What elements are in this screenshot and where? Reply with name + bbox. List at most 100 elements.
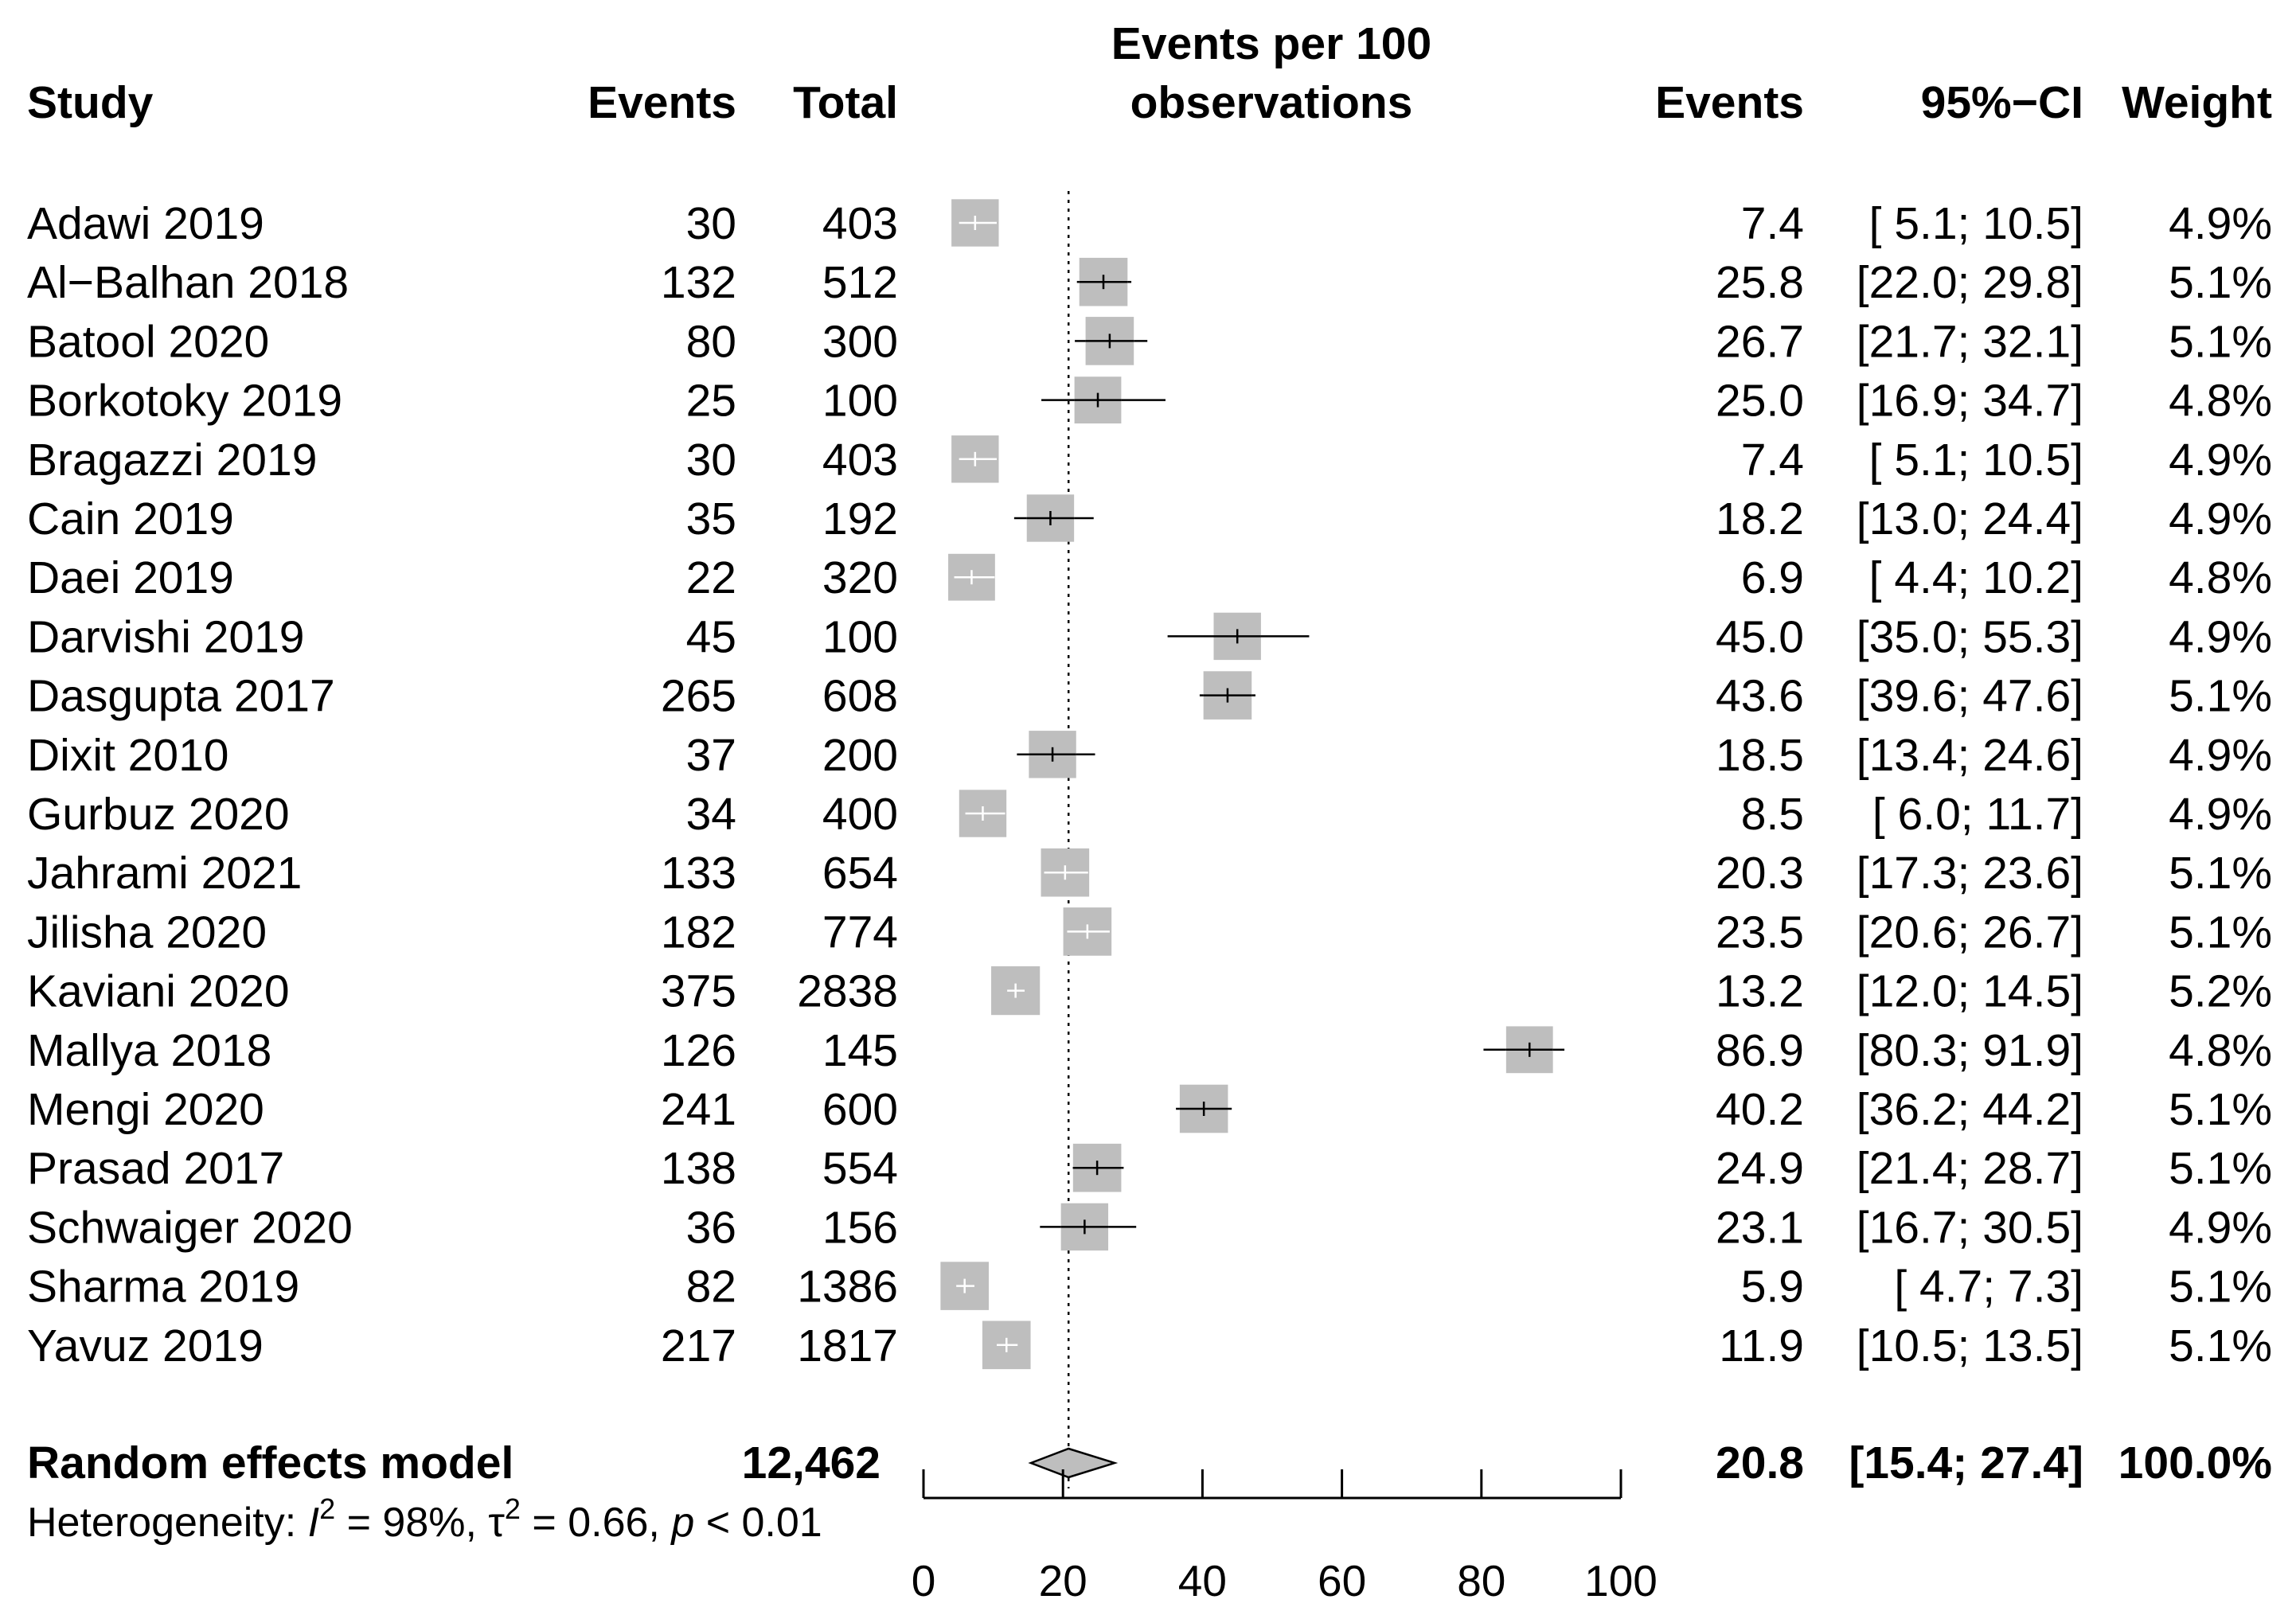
study-name: Cain 2019 (27, 493, 234, 544)
header-plot-line1: Events per 100 (1111, 18, 1431, 69)
study-row: Dasgupta 2017 265 608 43.6 [39.6; 47.6] 5.1% (27, 671, 2272, 722)
study-name: Mallya 2018 (27, 1025, 271, 1076)
study-name: Sharma 2019 (27, 1262, 299, 1313)
summary-weight: 100.0% (2118, 1438, 2272, 1488)
study-estimate: 20.3 (1716, 848, 1804, 899)
study-row: Al−Balhan 2018 132 512 25.8 [22.0; 29.8] 5.1% (27, 257, 2272, 308)
study-weight: 5.1% (2169, 1320, 2272, 1371)
het-tau-symbol: τ (488, 1500, 505, 1546)
x-axis-tick-label: 0 (912, 1556, 936, 1605)
header-effect: Events (1655, 77, 1804, 128)
study-estimate: 7.4 (1741, 198, 1804, 249)
study-total: 774 (822, 907, 898, 958)
study-total: 654 (822, 848, 898, 899)
study-weight: 4.8% (2169, 552, 2272, 603)
x-axis: 0 20 40 60 80 100 (912, 1469, 1658, 1605)
study-total: 1817 (797, 1320, 898, 1371)
het-p-text: < 0.01 (694, 1500, 822, 1546)
study-weight: 5.1% (2169, 1262, 2272, 1313)
study-rows: Adawi 2019 30 403 7.4 [ 5.1; 10.5] 4.9% Al−Bal… (27, 198, 2272, 1371)
study-total: 100 (822, 611, 898, 662)
study-total: 320 (822, 552, 898, 603)
study-estimate: 7.4 (1741, 435, 1804, 486)
study-events: 30 (686, 198, 736, 249)
het-p-symbol: p (670, 1500, 694, 1546)
study-name: Adawi 2019 (27, 198, 264, 249)
x-axis-tick-label: 60 (1318, 1556, 1366, 1605)
column-headers: Study Events Total Events per 100 observ… (27, 18, 2272, 128)
study-total: 2838 (797, 966, 898, 1017)
header-total: Total (793, 77, 898, 128)
study-events: 133 (661, 848, 736, 899)
study-total: 100 (822, 376, 898, 427)
study-estimate: 40.2 (1716, 1084, 1804, 1135)
study-row: Darvishi 2019 45 100 45.0 [35.0; 55.3] 4.9% (27, 611, 2272, 662)
study-weight: 5.1% (2169, 671, 2272, 722)
study-name: Batool 2020 (27, 316, 269, 367)
study-name: Dixit 2010 (27, 730, 228, 781)
header-ci: 95%−CI (1921, 77, 2083, 128)
study-events: 45 (686, 611, 736, 662)
study-events: 138 (661, 1143, 736, 1194)
study-row: Prasad 2017 138 554 24.9 [21.4; 28.7] 5.1% (27, 1143, 2272, 1194)
study-events: 241 (661, 1084, 736, 1135)
study-weight: 4.9% (2169, 730, 2272, 781)
study-events: 36 (686, 1202, 736, 1253)
study-estimate: 23.5 (1716, 907, 1804, 958)
study-weight: 5.1% (2169, 848, 2272, 899)
study-row: Yavuz 2019 217 1817 11.9 [10.5; 13.5] 5.1% (27, 1320, 2272, 1371)
study-estimate: 23.1 (1716, 1202, 1804, 1253)
x-axis-tick-label: 20 (1039, 1556, 1087, 1605)
study-name: Schwaiger 2020 (27, 1202, 353, 1253)
study-weight: 4.9% (2169, 435, 2272, 486)
study-events: 22 (686, 552, 736, 603)
study-row: Bragazzi 2019 30 403 7.4 [ 5.1; 10.5] 4.9% (27, 435, 2272, 486)
study-total: 554 (822, 1143, 898, 1194)
study-ci: [39.6; 47.6] (1857, 671, 2083, 722)
study-ci: [21.4; 28.7] (1857, 1143, 2083, 1194)
study-weight: 4.8% (2169, 376, 2272, 427)
study-estimate: 86.9 (1716, 1025, 1804, 1076)
study-row: Sharma 2019 82 1386 5.9 [ 4.7; 7.3] 5.1% (27, 1262, 2272, 1313)
het-i2-symbol: I (308, 1500, 319, 1546)
header-plot-line2: observations (1130, 77, 1413, 128)
study-weight: 5.1% (2169, 316, 2272, 367)
het-tau-sup: 2 (505, 1492, 521, 1525)
study-row: Adawi 2019 30 403 7.4 [ 5.1; 10.5] 4.9% (27, 198, 2272, 249)
study-row: Jahrami 2021 133 654 20.3 [17.3; 23.6] 5.1% (27, 848, 2272, 899)
study-weight: 4.8% (2169, 1025, 2272, 1076)
study-weight: 5.1% (2169, 1084, 2272, 1135)
het-i2-text: = 98%, (335, 1500, 488, 1546)
study-ci: [12.0; 14.5] (1857, 966, 2083, 1017)
study-row: Borkotoky 2019 25 100 25.0 [16.9; 34.7] 4.8% (27, 376, 2272, 427)
study-events: 30 (686, 435, 736, 486)
study-ci: [13.0; 24.4] (1857, 493, 2083, 544)
study-ci: [22.0; 29.8] (1857, 257, 2083, 308)
study-ci: [ 4.4; 10.2] (1869, 552, 2083, 603)
study-row: Batool 2020 80 300 26.7 [21.7; 32.1] 5.1% (27, 316, 2272, 367)
study-name: Al−Balhan 2018 (27, 257, 349, 308)
study-estimate: 5.9 (1741, 1262, 1804, 1313)
study-ci: [ 6.0; 11.7] (1872, 789, 2083, 840)
study-row: Kaviani 2020 375 2838 13.2 [12.0; 14.5] 5.2% (27, 966, 2272, 1017)
study-name: Daei 2019 (27, 552, 234, 603)
study-ci: [17.3; 23.6] (1857, 848, 2083, 899)
study-weight: 4.9% (2169, 789, 2272, 840)
het-i2-sup: 2 (319, 1492, 335, 1525)
study-name: Bragazzi 2019 (27, 435, 317, 486)
study-events: 80 (686, 316, 736, 367)
study-total: 400 (822, 789, 898, 840)
study-weight: 5.2% (2169, 966, 2272, 1017)
study-name: Jahrami 2021 (27, 848, 302, 899)
study-row: Mallya 2018 126 145 86.9 [80.3; 91.9] 4.8% (27, 1025, 2272, 1076)
x-axis-tick-label: 40 (1178, 1556, 1227, 1605)
study-name: Borkotoky 2019 (27, 376, 342, 427)
study-estimate: 43.6 (1716, 671, 1804, 722)
summary-diamond (1028, 1447, 1119, 1479)
header-study: Study (27, 77, 154, 128)
study-events: 182 (661, 907, 736, 958)
study-row: Jilisha 2020 182 774 23.5 [20.6; 26.7] 5.1% (27, 907, 2272, 958)
summary-estimate: 20.8 (1716, 1438, 1804, 1488)
study-row: Daei 2019 22 320 6.9 [ 4.4; 10.2] 4.8% (27, 552, 2272, 603)
